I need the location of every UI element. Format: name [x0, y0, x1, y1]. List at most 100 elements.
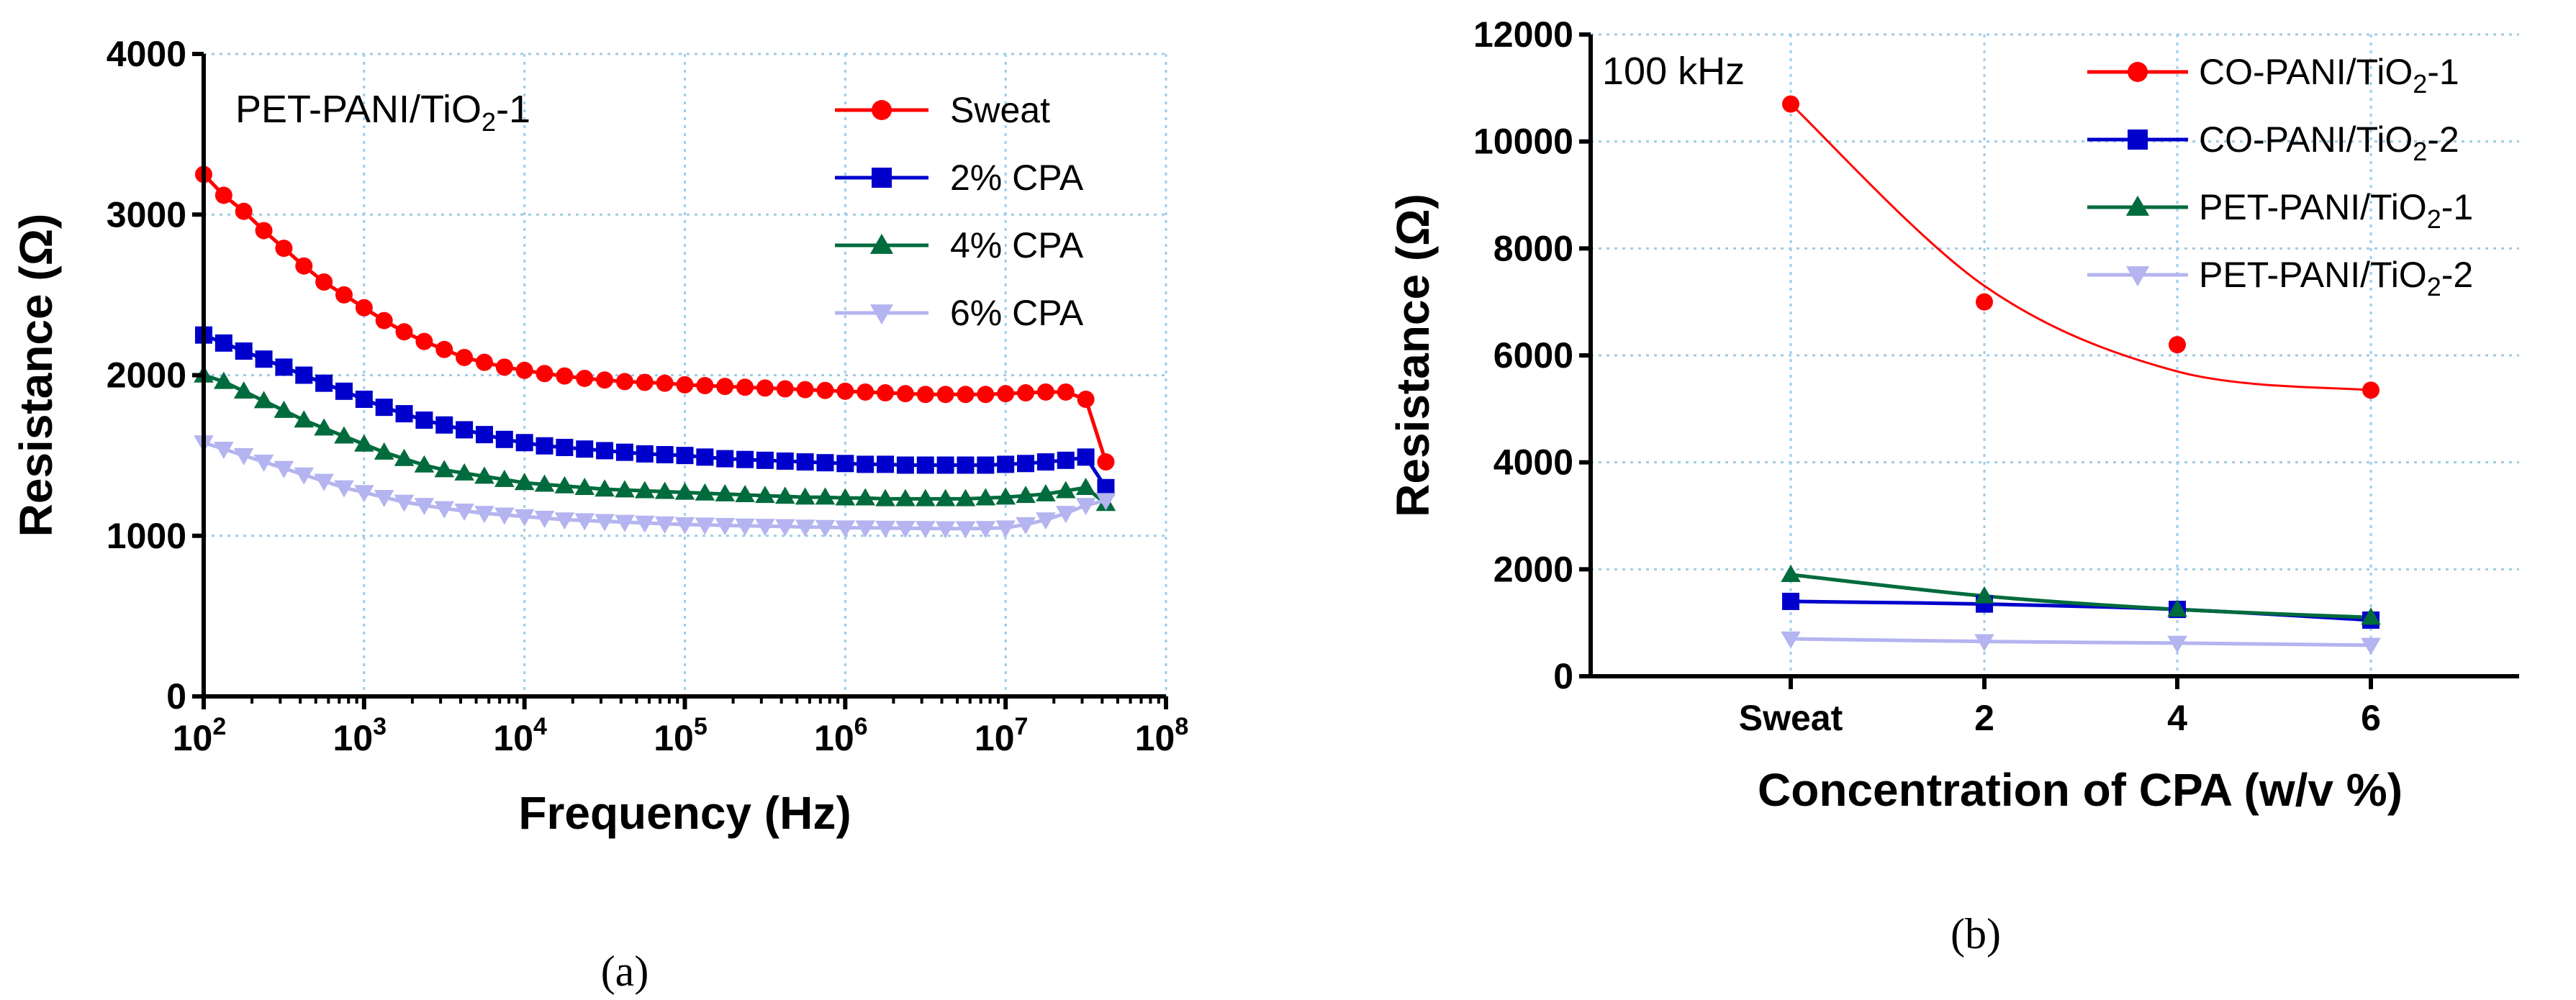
data-point — [615, 443, 633, 461]
data-point — [1057, 383, 1075, 401]
series-line-1 — [203, 333, 1108, 489]
data-point — [977, 386, 995, 404]
data-point — [1976, 293, 1993, 311]
series-fit-3 — [1790, 637, 2372, 647]
data-point — [674, 517, 695, 535]
data-point — [1075, 477, 1096, 495]
data-point — [235, 342, 253, 360]
data-point — [997, 455, 1015, 473]
data-point — [995, 487, 1016, 505]
legend-label: CO-PANI/TiO2​-2 — [2199, 119, 2459, 166]
data-point — [776, 452, 794, 470]
data-point — [816, 381, 834, 399]
legend-label: Sweat — [950, 90, 1050, 130]
data-point — [494, 469, 515, 487]
data-point — [435, 340, 453, 358]
data-point — [857, 455, 875, 473]
data-point — [634, 515, 655, 533]
data-point — [815, 519, 836, 537]
x-tick-label: 4 — [2167, 698, 2187, 738]
legend-marker — [2128, 129, 2148, 150]
data-point — [456, 421, 474, 439]
data-point — [1036, 453, 1054, 471]
data-point — [415, 332, 433, 350]
data-point — [715, 518, 736, 536]
data-point — [896, 385, 914, 403]
data-point — [2361, 607, 2381, 625]
data-point — [435, 416, 453, 434]
data-point — [1055, 481, 1076, 499]
data-point — [756, 451, 774, 469]
data-point — [574, 513, 595, 531]
data-point — [975, 521, 996, 539]
data-point — [2167, 599, 2187, 617]
data-point — [414, 498, 435, 516]
data-point — [2167, 635, 2187, 653]
chart-a: 0 1000 2000 3000 4000 102 103 104 105 106 107 108 Fr… — [10, 34, 1188, 995]
data-point — [836, 382, 854, 400]
data-point — [756, 379, 774, 397]
data-point — [295, 366, 313, 384]
series-line-3 — [203, 440, 1107, 531]
data-point — [314, 418, 334, 436]
y-tick-label: 4000 — [107, 34, 186, 74]
data-point — [716, 450, 734, 468]
x-tick-label: 108 — [1135, 713, 1189, 758]
data-point — [995, 520, 1016, 538]
data-point — [916, 456, 934, 474]
data-point — [354, 434, 374, 452]
data-point — [615, 373, 633, 391]
data-point — [835, 488, 856, 506]
data-point — [535, 437, 553, 455]
data-point — [1782, 95, 1799, 113]
data-point — [835, 520, 856, 538]
data-point — [576, 440, 594, 458]
data-point — [294, 410, 315, 428]
data-point — [214, 371, 234, 389]
data-point — [576, 369, 594, 387]
data-point — [755, 486, 775, 504]
data-point — [1057, 451, 1075, 469]
data-point — [474, 506, 494, 524]
data-point — [656, 446, 674, 464]
data-point — [735, 518, 755, 536]
data-point — [495, 430, 513, 448]
data-point — [656, 374, 674, 392]
data-point — [514, 473, 535, 491]
y-tick-label: 10000 — [1473, 122, 1573, 162]
y-tick-label: 12000 — [1473, 14, 1573, 55]
x-tick-label: 103 — [333, 713, 387, 758]
data-point — [1017, 384, 1035, 402]
data-point — [895, 488, 916, 506]
data-point — [1095, 493, 1116, 511]
data-point — [895, 521, 916, 539]
data-point — [916, 386, 934, 404]
data-point — [736, 378, 754, 396]
legend-label: 4% CPA — [950, 225, 1084, 265]
data-point — [955, 521, 976, 539]
x-tick-label: Sweat — [1739, 698, 1843, 738]
legend-marker — [869, 304, 894, 325]
data-point — [456, 348, 474, 366]
data-point — [253, 454, 274, 472]
data-point — [955, 488, 976, 506]
data-point — [274, 460, 294, 478]
data-point — [554, 512, 575, 530]
data-point — [957, 456, 975, 474]
data-point — [716, 378, 734, 396]
data-point — [1077, 390, 1095, 408]
data-point — [556, 438, 574, 456]
data-point — [935, 521, 956, 539]
data-point — [1055, 506, 1076, 524]
data-point — [214, 334, 232, 352]
data-point — [255, 222, 273, 240]
data-point — [596, 371, 614, 389]
data-point — [755, 519, 775, 537]
data-point — [515, 434, 533, 452]
data-point — [395, 323, 413, 341]
data-point — [233, 381, 254, 399]
data-point — [355, 390, 373, 408]
data-point — [815, 487, 836, 505]
series-fit-2 — [1790, 573, 2372, 619]
data-point — [274, 400, 294, 418]
